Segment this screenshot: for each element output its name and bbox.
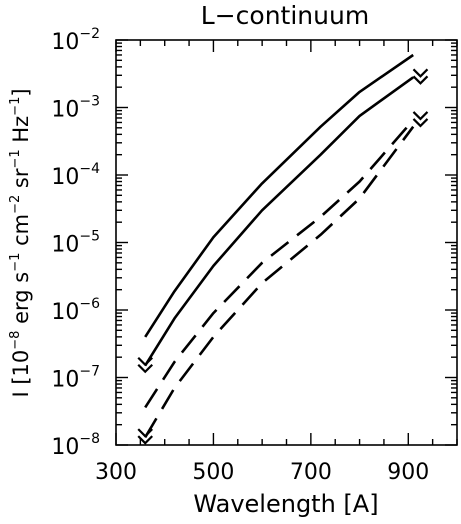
y-tick-exponent: −2 (79, 26, 100, 42)
y-tick-mantissa: 10 (51, 233, 79, 258)
y-axis-label-exp: −8 (8, 331, 23, 350)
y-axis-label-hz: Hz (9, 116, 33, 150)
y-tick-mantissa: 10 (51, 30, 79, 55)
y-tick-mantissa: 10 (51, 165, 79, 190)
y-axis-tick-labels: 10−810−710−610−510−410−310−2 (51, 26, 100, 460)
y-axis-label-exp: −1 (8, 97, 23, 116)
y-tick-label: 10−2 (51, 26, 100, 55)
dashed-series-line (144, 125, 415, 438)
end-marker (137, 428, 154, 445)
y-axis-label-cm: cm (9, 214, 33, 253)
y-axis-label-exp: −1 (8, 253, 23, 272)
x-axis-ticks (115, 40, 458, 445)
y-tick-label: 10−3 (51, 94, 100, 123)
y-tick-mantissa: 10 (51, 435, 79, 460)
solid-series-line (144, 76, 414, 367)
y-tick-mantissa: 10 (51, 98, 79, 123)
end-marker (137, 356, 154, 374)
y-axis-label-erg: erg s (9, 272, 33, 331)
y-tick-exponent: −3 (79, 94, 100, 110)
y-tick-label: 10−8 (51, 431, 100, 460)
y-tick-exponent: −8 (79, 431, 100, 447)
y-tick-exponent: −5 (79, 229, 100, 245)
y-axis-label-suffix: ] (9, 88, 33, 96)
y-axis-ticks (116, 39, 457, 446)
end-markers (137, 68, 429, 445)
y-axis-label-exp: −2 (8, 195, 23, 214)
y-axis-label: I [10−8 erg s−1 cm−2 sr−1 Hz−1] (8, 88, 33, 397)
x-axis-label: Wavelength [A] (193, 490, 378, 518)
x-tick-label: 300 (95, 460, 137, 485)
solid-series-line (144, 53, 414, 338)
y-tick-label: 10−5 (51, 229, 100, 258)
y-tick-exponent: −6 (79, 296, 100, 312)
y-tick-label: 10−4 (51, 161, 100, 190)
x-tick-label: 500 (192, 460, 234, 485)
y-tick-label: 10−7 (51, 364, 100, 393)
y-tick-mantissa: 10 (51, 368, 79, 393)
y-tick-exponent: −4 (79, 161, 100, 177)
y-axis-label-sr: sr (9, 168, 33, 195)
x-tick-label: 700 (290, 460, 332, 485)
dashed-series-line (144, 119, 415, 409)
y-tick-label: 10−6 (51, 296, 100, 325)
end-marker (412, 111, 429, 128)
y-axis-label-exp: −1 (8, 149, 23, 168)
y-tick-exponent: −7 (79, 364, 100, 380)
y-tick-mantissa: 10 (51, 300, 79, 325)
x-axis-tick-labels: 300 500 700 900 (95, 460, 429, 485)
x-tick-label: 900 (387, 460, 429, 485)
chart-title: L−continuum (201, 1, 369, 30)
end-marker (412, 68, 429, 85)
data-series (144, 53, 415, 438)
y-axis-label-prefix: I [10 (9, 350, 33, 398)
